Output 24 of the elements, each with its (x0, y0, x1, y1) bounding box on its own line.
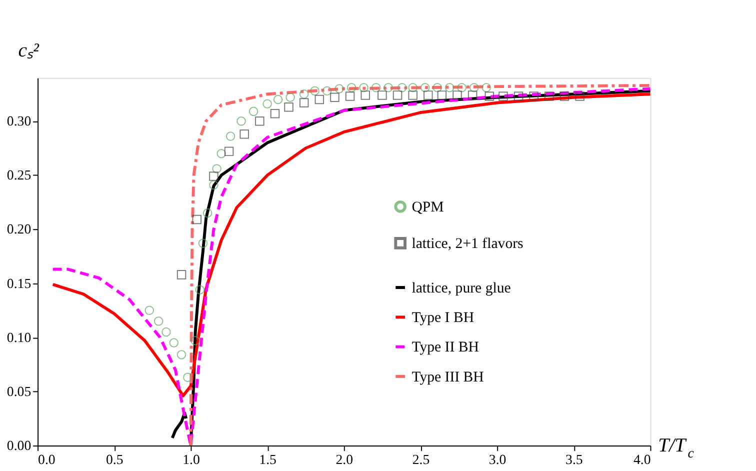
legend-label: lattice, 2+1 flavors (412, 236, 524, 252)
y-tick-label: 0.10 (6, 330, 32, 345)
y-axis-title: cₛ² (18, 40, 40, 62)
x-tick-label: 2.0 (336, 452, 354, 467)
line-series (51, 92, 652, 398)
legend-label: Type III BH (412, 369, 484, 386)
legend-label: Type II BH (412, 340, 480, 356)
y-tick-label: 0.30 (6, 114, 32, 129)
x-tick-label: 0.0 (38, 452, 56, 467)
x-tick-label: 1.0 (182, 452, 200, 467)
x-tick-label: 1.5 (259, 452, 277, 467)
y-tick-label: 0.25 (6, 168, 32, 183)
x-tick-label: 4.0 (633, 452, 651, 467)
y-tick-label: 0.05 (6, 384, 32, 399)
y-tick-label: 0.20 (6, 222, 32, 237)
x-tick-label: 0.5 (106, 452, 124, 467)
legend-label: Type I BH (412, 310, 474, 326)
x-tick-label: 3.5 (566, 452, 583, 467)
y-tick-label: 0.00 (6, 438, 32, 453)
legend-label: lattice, pure glue (412, 280, 512, 296)
x-tick-label: 2.5 (412, 452, 430, 467)
y-tick-label: 0.15 (6, 276, 32, 291)
x-tick-label: 3.0 (488, 452, 506, 467)
legend-label: QPM (412, 200, 444, 216)
